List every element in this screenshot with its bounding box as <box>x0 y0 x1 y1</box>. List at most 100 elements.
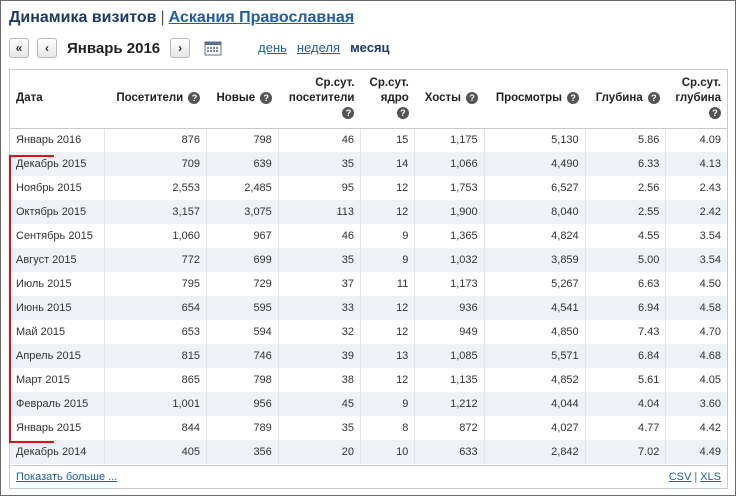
help-icon[interactable]: ? <box>647 92 660 105</box>
row-value-cell: 45 <box>278 392 361 416</box>
row-value-cell: 3.54 <box>699 230 721 242</box>
row-value-cell: 1,001 <box>104 392 207 416</box>
show-more-link[interactable]: Показать больше ... <box>16 471 118 483</box>
row-value-cell: 653 <box>104 320 207 344</box>
row-value-cell: 2,842 <box>484 440 586 464</box>
row-value-cell: 1,085 <box>414 344 485 368</box>
row-value-cell: 1,900 <box>414 200 485 224</box>
row-date-cell: Ноябрь 2015 <box>10 176 106 200</box>
column-header-8[interactable]: Ср.сут. глубина? <box>665 70 727 129</box>
row-value-cell: 5.61 <box>585 368 667 392</box>
table-row: Август 2015 772 699 35 9 1,032 3,859 5.00 3.54 <box>10 248 727 272</box>
table-row: Февраль 2015 1,001 956 45 9 1,212 4,044 4.04 3.6… <box>10 392 727 416</box>
site-link[interactable]: Аскания Православная <box>168 9 355 26</box>
row-value-cell: 15 <box>360 128 416 152</box>
row-value-cell: 5,267 <box>484 272 586 296</box>
column-header-4[interactable]: Ср.сут. ядро? <box>360 70 415 129</box>
column-header-5[interactable]: Хосты ? <box>414 70 485 129</box>
row-value-cell: 35 <box>278 152 361 176</box>
help-icon[interactable]: ? <box>188 92 201 105</box>
column-header-3[interactable]: Ср.сут. посетители? <box>278 70 361 129</box>
column-header-text: Просмотры <box>495 92 562 105</box>
row-value-cell: 4.50 <box>699 278 721 290</box>
export-separator: | <box>694 471 698 483</box>
column-header-text: Новые <box>216 92 256 105</box>
row-value-cell: 595 <box>206 296 279 320</box>
column-header-0[interactable]: Дата <box>10 70 105 129</box>
row-value-cell: 1,032 <box>414 248 485 272</box>
row-value-cell: 872 <box>414 416 485 440</box>
table-row: Январь 2016 876 798 46 15 1,175 5,130 5.86 4.09 <box>10 128 727 152</box>
row-value-cell: 2.42 <box>665 200 727 224</box>
row-value-cell: 8 <box>360 416 416 440</box>
current-period: Январь 2016 <box>67 39 161 57</box>
column-header-2[interactable]: Новые ? <box>206 70 279 129</box>
page-title: Динамика визитов | Аскания Православная <box>9 9 354 27</box>
row-value-cell: 956 <box>206 392 279 416</box>
row-value-cell: 405 <box>104 440 207 464</box>
help-icon[interactable]: ? <box>709 107 721 120</box>
row-value-cell: 4.13 <box>665 152 727 176</box>
row-value-cell: 795 <box>104 272 207 296</box>
row-value-cell: 949 <box>414 320 485 344</box>
row-value-cell: 746 <box>206 344 279 368</box>
table-row: Декабрь 2014 405 356 20 10 633 2,842 7.02 4.49 <box>10 440 727 464</box>
column-header-text: ядро <box>380 92 409 105</box>
table-row: Май 2015 653 594 32 12 949 4,850 7.43 4.70 <box>10 320 727 344</box>
period-option-1[interactable]: неделя <box>296 40 341 55</box>
row-value-cell: 35 <box>278 248 361 272</box>
table-row: Октябрь 2015 3,157 3,075 113 12 1,900 8,040 2.5… <box>10 200 727 224</box>
visits-table-container: Дата Посетители ? Новые ? Ср.сут. посетители… <box>9 69 728 489</box>
xls-export-link[interactable]: XLS <box>700 471 721 483</box>
row-value-cell: 1,753 <box>414 176 485 200</box>
period-option-0[interactable]: день <box>258 40 287 55</box>
row-value-cell: 5.86 <box>585 128 667 152</box>
column-header-7[interactable]: Глубина ? <box>585 70 666 129</box>
column-header-6[interactable]: Просмотры ? <box>484 70 586 129</box>
period-option-2[interactable]: месяц <box>350 40 390 55</box>
row-value-cell: 11 <box>360 272 416 296</box>
row-value-cell: 5.00 <box>585 248 667 272</box>
row-value-cell: 815 <box>104 344 207 368</box>
row-value-cell: 3,157 <box>104 200 207 224</box>
row-value-cell: 46 <box>278 224 361 248</box>
row-value-cell: 1,135 <box>414 368 485 392</box>
row-value-cell: 709 <box>104 152 207 176</box>
row-value-cell: 772 <box>104 248 207 272</box>
table-row: Декабрь 2015 709 639 35 14 1,066 4,490 6.33 4.13 <box>10 152 727 176</box>
help-icon[interactable]: ? <box>342 107 355 120</box>
row-value-cell: 46 <box>278 128 361 152</box>
export-links: CSV | XLS <box>669 471 721 483</box>
first-period-button[interactable]: « <box>9 38 29 58</box>
table-row: Сентябрь 2015 1,060 967 46 9 1,365 4,824 4.55 3.… <box>10 224 727 248</box>
row-value-cell: 4,824 <box>484 224 586 248</box>
row-value-cell: 5,130 <box>484 128 586 152</box>
row-value-cell: 20 <box>278 440 361 464</box>
row-value-cell: 2,485 <box>206 176 279 200</box>
row-value-cell: 3.60 <box>665 392 727 416</box>
csv-export-link[interactable]: CSV <box>668 471 692 483</box>
row-value-cell: 633 <box>414 440 485 464</box>
row-value-cell: 12 <box>360 320 416 344</box>
row-value-cell: 6,527 <box>484 176 586 200</box>
help-icon[interactable]: ? <box>396 107 409 120</box>
row-date-cell: Февраль 2015 <box>10 392 106 416</box>
next-period-button[interactable]: › <box>170 38 191 58</box>
column-header-text: посетители <box>288 92 355 105</box>
row-value-cell: 1,066 <box>414 152 485 176</box>
help-icon[interactable]: ? <box>260 92 273 105</box>
calendar-icon[interactable] <box>204 40 222 56</box>
column-header-1[interactable]: Посетители ? <box>104 70 207 129</box>
row-value-cell: 4.49 <box>665 440 727 464</box>
row-value-cell: 2,553 <box>104 176 207 200</box>
table-body: Январь 2016 876 798 46 15 1,175 5,130 5.86 4.09 Д… <box>10 128 727 464</box>
help-icon[interactable]: ? <box>466 92 479 105</box>
row-value-cell: 4.42 <box>699 422 721 434</box>
row-value-cell: 865 <box>104 368 207 392</box>
prev-period-button[interactable]: ‹ <box>37 38 57 58</box>
help-icon[interactable]: ? <box>567 92 580 105</box>
row-value-cell: 2.43 <box>699 182 721 194</box>
report-title: Динамика визитов <box>9 9 157 26</box>
column-header-text: Глубина <box>595 92 643 105</box>
